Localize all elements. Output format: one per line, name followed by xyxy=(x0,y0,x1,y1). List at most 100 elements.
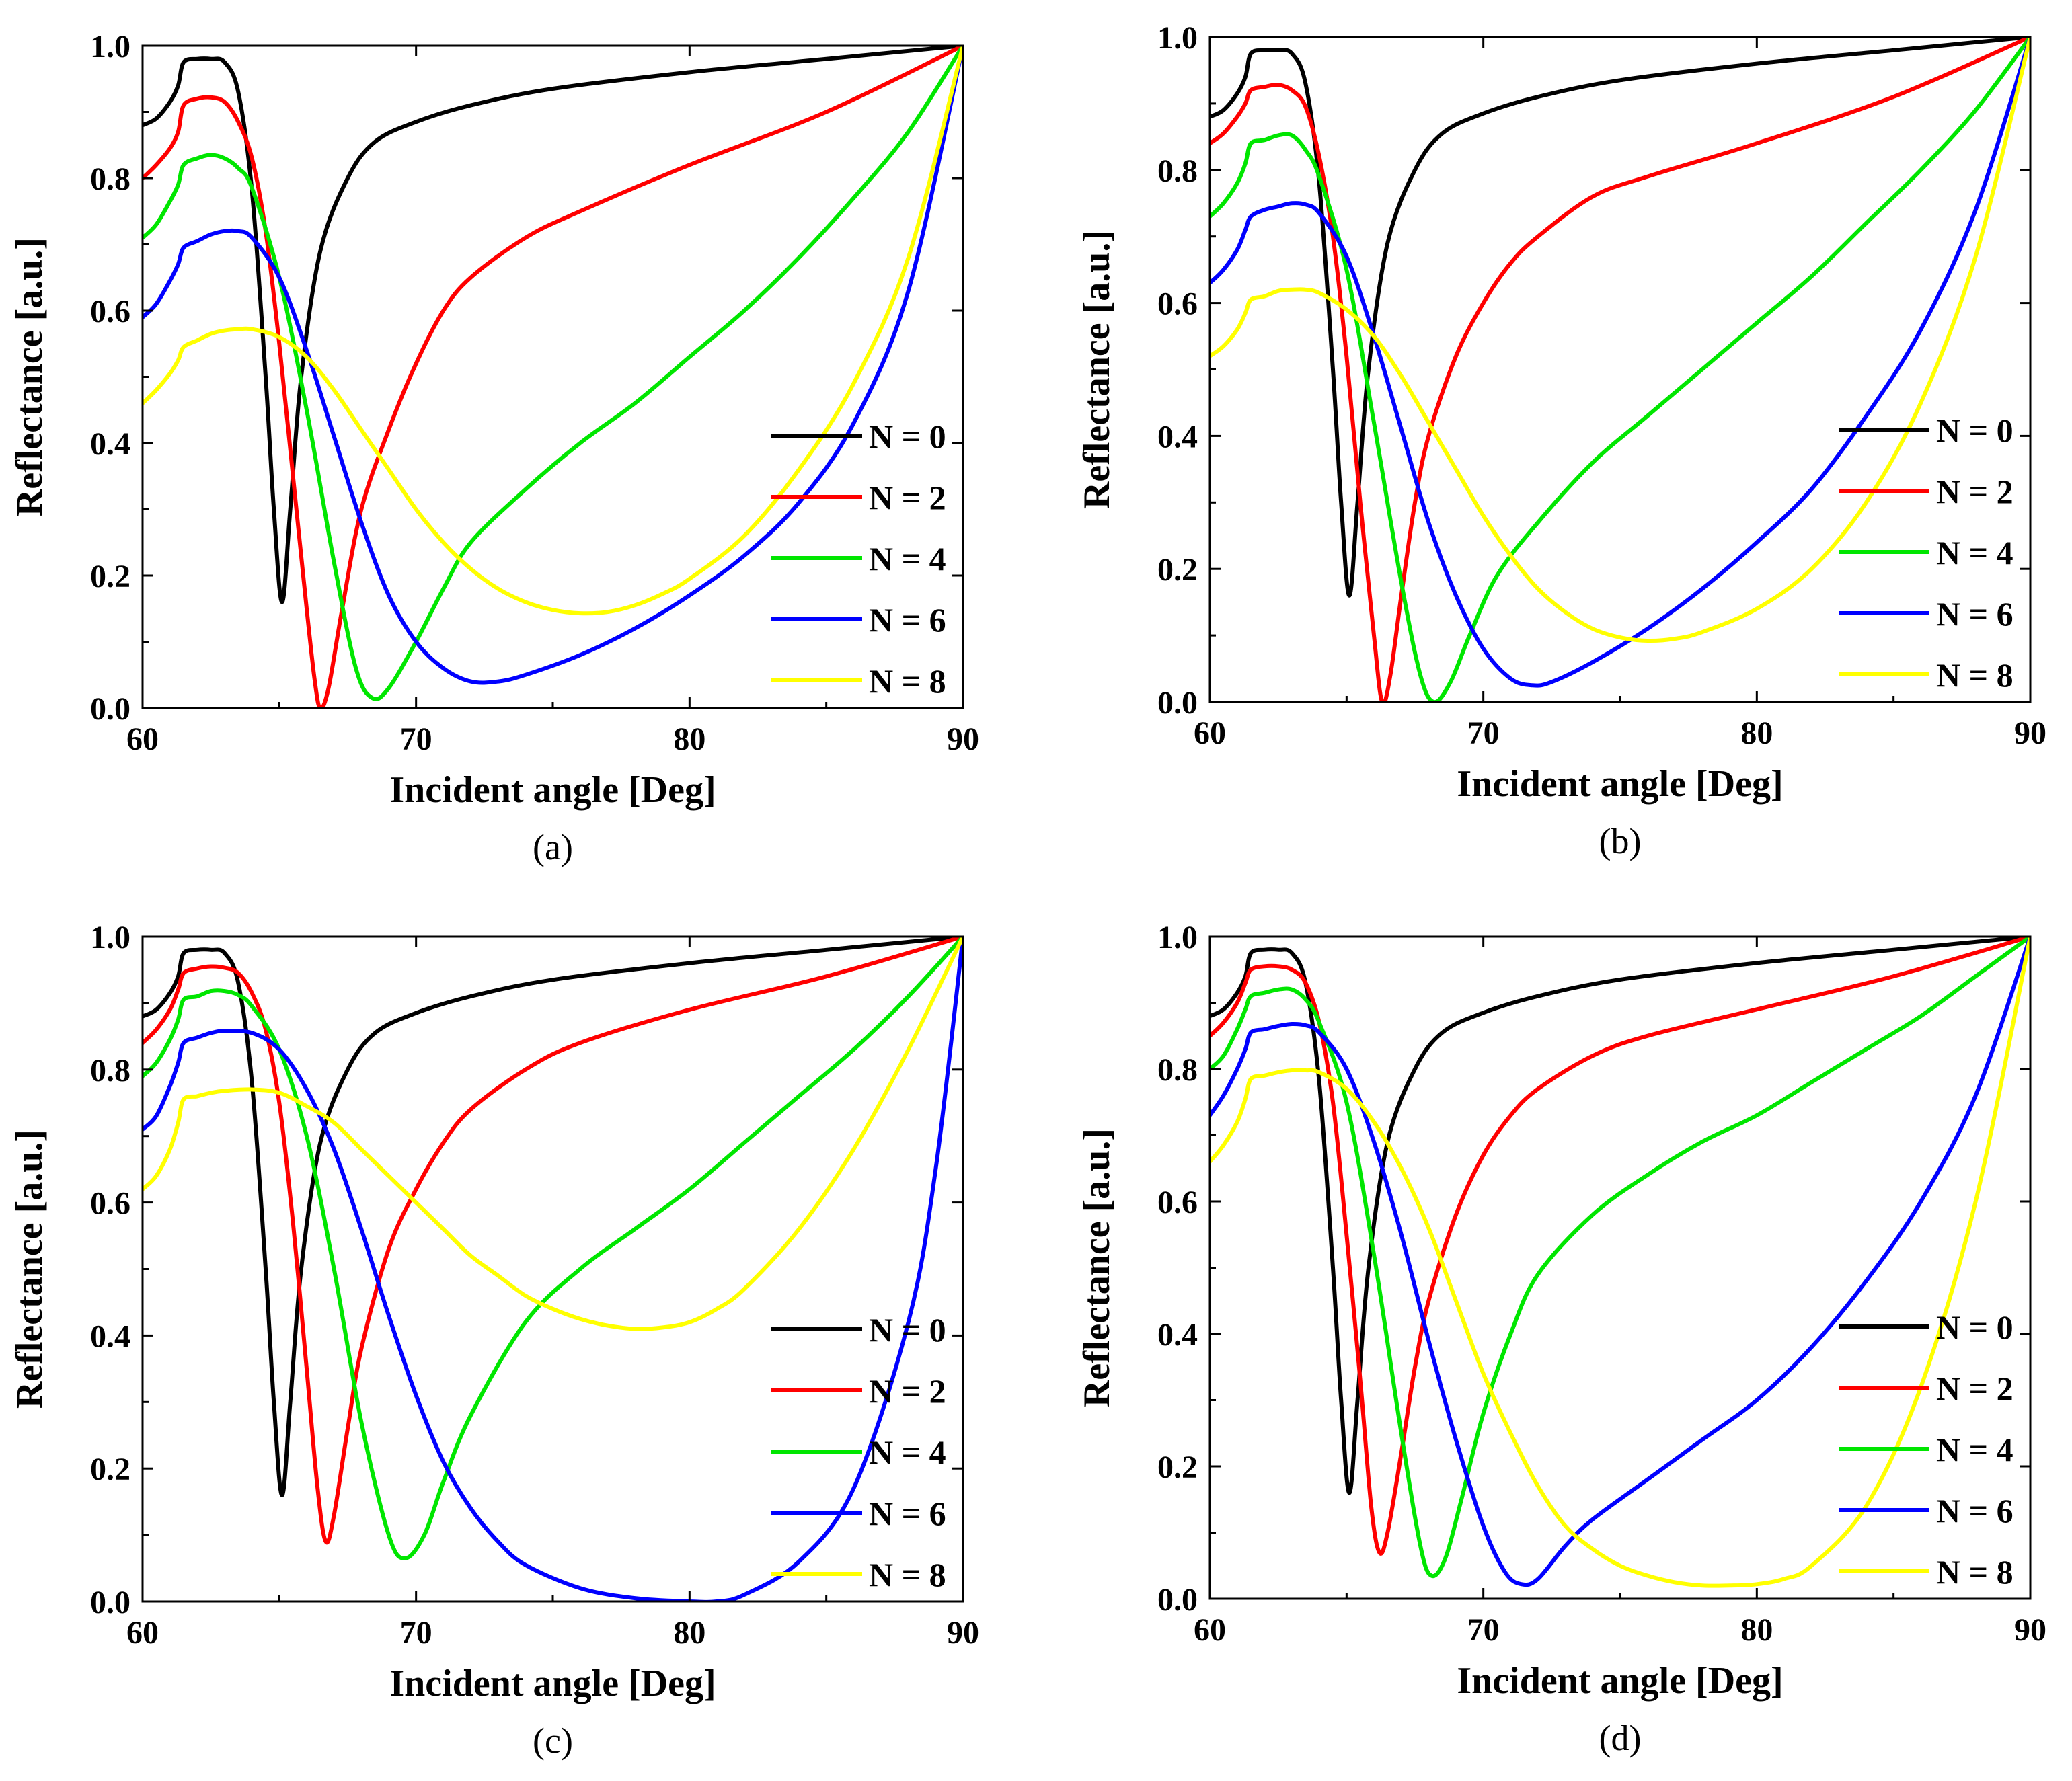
series-line-n2 xyxy=(143,46,963,708)
x-tick-label: 70 xyxy=(1467,1612,1500,1648)
series-line-n8 xyxy=(143,46,963,616)
series-line-n6 xyxy=(1210,37,2030,688)
series-line-n4 xyxy=(1210,937,2030,1579)
chart-panel-d: 60 70 80 90 0.0 0.2 0.4 0.6 0.8 1.0 Incident angle… xyxy=(1076,920,2046,1758)
y-tick-label: 0.0 xyxy=(90,1585,130,1620)
chart-panel-c: 60 70 80 90 0.0 0.2 0.4 0.6 0.8 1.0 Incident angle… xyxy=(9,920,979,1761)
x-tick-label: 70 xyxy=(400,721,432,757)
legend: N = 0 N = 2 N = 4 N = 6 N = 8 xyxy=(771,418,946,700)
panel-label: (d) xyxy=(1599,1718,1642,1758)
y-axis-title: Reflectance [a.u.] xyxy=(1076,1128,1118,1407)
legend-entry: N = 2 xyxy=(869,479,946,516)
legend-entry: N = 4 xyxy=(869,1433,946,1471)
y-tick-label: 0.0 xyxy=(90,691,130,727)
y-tick-label: 0.4 xyxy=(1157,1317,1198,1353)
chart-panel-a: 60 70 80 90 0.0 0.2 0.4 0.6 0.8 1.0 Incident angle… xyxy=(9,29,979,867)
series-line-n8 xyxy=(1210,37,2030,643)
legend-entry: N = 8 xyxy=(869,1556,946,1593)
x-tick-label: 90 xyxy=(947,1615,979,1651)
y-tick-label: 0.0 xyxy=(1157,685,1198,721)
legend-entry: N = 6 xyxy=(1936,1492,2013,1530)
series-line-n0 xyxy=(143,46,963,604)
x-tick-label: 70 xyxy=(400,1615,432,1651)
x-tick-label: 80 xyxy=(1740,715,1773,751)
legend-entry: N = 0 xyxy=(869,1311,946,1349)
x-tick-label: 90 xyxy=(2014,1612,2046,1648)
series-line-n2 xyxy=(1210,37,2030,702)
y-tick-label: 0.2 xyxy=(1157,1450,1198,1485)
y-tick-label: 0.4 xyxy=(90,1318,130,1354)
y-tick-label: 0.6 xyxy=(1157,286,1198,322)
y-tick-label: 0.8 xyxy=(90,161,130,197)
x-tick-label: 80 xyxy=(673,1615,705,1651)
series-line-n6 xyxy=(1210,937,2030,1587)
series-line-n6 xyxy=(143,937,963,1601)
legend-entry: N = 4 xyxy=(1936,534,2013,571)
legend-entry: N = 0 xyxy=(1936,1308,2013,1346)
x-tick-label: 60 xyxy=(1194,715,1226,751)
series-line-n0 xyxy=(1210,937,2030,1495)
x-tick-label: 80 xyxy=(673,721,705,757)
y-tick-label: 0.8 xyxy=(1157,1052,1198,1088)
y-tick-label: 0.8 xyxy=(90,1053,130,1089)
panel-label: (a) xyxy=(533,827,573,867)
y-tick-label: 0.6 xyxy=(90,1186,130,1222)
chart-panel-b: 60 70 80 90 0.0 0.2 0.4 0.6 0.8 1.0 Incident angle… xyxy=(1076,20,2046,861)
y-tick-label: 0.4 xyxy=(1157,419,1198,454)
y-tick-label: 0.2 xyxy=(90,1452,130,1487)
y-tick-label: 0.2 xyxy=(90,559,130,594)
legend: N = 0 N = 2 N = 4 N = 6 N = 8 xyxy=(771,1311,946,1593)
x-tick-label: 80 xyxy=(1740,1612,1773,1648)
y-tick-label: 0.0 xyxy=(1157,1582,1198,1618)
series-group xyxy=(143,937,963,1601)
x-axis-title: Incident angle [Deg] xyxy=(389,769,716,811)
y-tick-label: 0.6 xyxy=(1157,1185,1198,1220)
legend-entry: N = 4 xyxy=(1936,1431,2013,1468)
x-tick-label: 90 xyxy=(2014,715,2046,751)
x-tick-label: 60 xyxy=(126,721,159,757)
series-group xyxy=(1210,937,2030,1588)
y-axis-title: Reflectance [a.u.] xyxy=(1076,230,1118,509)
x-axis-title: Incident angle [Deg] xyxy=(389,1663,716,1704)
legend-entry: N = 2 xyxy=(1936,1370,2013,1407)
y-tick-label: 1.0 xyxy=(1157,20,1198,56)
panel-label: (c) xyxy=(533,1720,573,1761)
y-tick-label: 0.4 xyxy=(90,426,130,462)
legend-entry: N = 6 xyxy=(869,601,946,639)
series-line-n2 xyxy=(143,937,963,1545)
legend-entry: N = 2 xyxy=(1936,473,2013,510)
x-tick-label: 60 xyxy=(126,1615,159,1651)
y-tick-label: 0.6 xyxy=(90,294,130,329)
legend-entry: N = 8 xyxy=(1936,656,2013,694)
legend-entry: N = 2 xyxy=(869,1372,946,1410)
y-tick-label: 1.0 xyxy=(90,920,130,955)
legend-entry: N = 6 xyxy=(1936,595,2013,633)
series-group xyxy=(143,46,963,708)
panel-label: (b) xyxy=(1599,821,1642,861)
y-axis-title: Reflectance [a.u.] xyxy=(9,237,50,516)
series-line-n0 xyxy=(1210,37,2030,598)
series-line-n2 xyxy=(1210,937,2030,1556)
x-axis-title: Incident angle [Deg] xyxy=(1457,1660,1783,1702)
legend-entry: N = 0 xyxy=(1936,411,2013,449)
x-tick-label: 90 xyxy=(947,721,979,757)
series-line-n0 xyxy=(143,937,963,1497)
x-tick-label: 60 xyxy=(1194,1612,1226,1648)
y-tick-label: 1.0 xyxy=(1157,920,1198,955)
legend-entry: N = 6 xyxy=(869,1495,946,1532)
x-axis-title: Incident angle [Deg] xyxy=(1457,763,1783,805)
series-line-n4 xyxy=(143,46,963,701)
y-tick-label: 0.2 xyxy=(1157,552,1198,588)
series-line-n8 xyxy=(143,937,963,1331)
y-tick-label: 1.0 xyxy=(90,29,130,65)
legend-entry: N = 4 xyxy=(869,540,946,578)
series-line-n4 xyxy=(143,937,963,1560)
series-line-n6 xyxy=(143,46,963,685)
y-tick-label: 0.8 xyxy=(1157,153,1198,189)
legend: N = 0 N = 2 N = 4 N = 6 N = 8 xyxy=(1839,411,2013,694)
legend-entry: N = 8 xyxy=(1936,1553,2013,1591)
legend: N = 0 N = 2 N = 4 N = 6 N = 8 xyxy=(1839,1308,2013,1591)
x-tick-label: 70 xyxy=(1467,715,1500,751)
legend-entry: N = 0 xyxy=(869,418,946,455)
